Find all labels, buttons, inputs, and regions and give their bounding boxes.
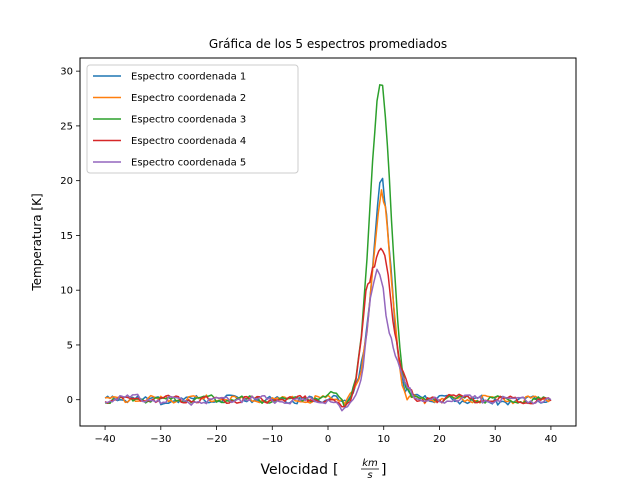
legend-box (86, 64, 299, 174)
x-tick-label: 0 (325, 434, 331, 445)
series-line-4 (104, 247, 552, 408)
y-tick-label: 20 (60, 176, 73, 187)
x-axis-label-bracket-close: ] (381, 462, 386, 478)
x-tick-label: −30 (150, 434, 171, 445)
legend-label-1: Espectro coordenada 1 (131, 72, 246, 83)
series-lines (104, 84, 552, 412)
legend: Espectro coordenada 1 Espectro coordenada… (86, 64, 299, 174)
x-tick-label: −10 (262, 434, 283, 445)
y-axis-label: Temperatura [K] (30, 193, 44, 291)
chart-title: Gráfica de los 5 espectros promediados (209, 37, 447, 51)
x-axis-label-unit-num: km (362, 458, 378, 469)
series-line-3 (105, 84, 552, 409)
x-axis-ticks: −40 −30 −20 −10 0 10 20 30 40 (95, 426, 558, 445)
y-tick-label: 0 (67, 395, 73, 406)
y-tick-label: 5 (67, 340, 73, 351)
x-tick-label: 10 (377, 434, 390, 445)
x-tick-label: −20 (206, 434, 227, 445)
legend-label-4: Espectro coordenada 4 (131, 136, 246, 147)
legend-label-3: Espectro coordenada 3 (131, 115, 246, 126)
y-tick-label: 10 (60, 286, 73, 297)
y-tick-label: 15 (60, 231, 73, 242)
y-axis-ticks: 0 5 10 15 20 25 30 (60, 67, 80, 406)
legend-label-5: Espectro coordenada 5 (131, 158, 246, 169)
y-tick-label: 30 (60, 67, 73, 78)
x-tick-label: 20 (433, 434, 446, 445)
x-axis-label-bracket-open: [ (333, 462, 338, 478)
series-line-5 (105, 268, 552, 412)
y-tick-label: 25 (60, 121, 73, 132)
x-axis-label: Velocidad [ km s ] (261, 458, 387, 480)
legend-label-2: Espectro coordenada 2 (131, 93, 246, 104)
x-tick-label: 30 (489, 434, 502, 445)
x-tick-label: 40 (545, 434, 558, 445)
x-axis-label-unit-den: s (367, 470, 372, 480)
x-tick-label: −40 (95, 434, 116, 445)
x-axis-label-text: Velocidad (261, 462, 329, 478)
